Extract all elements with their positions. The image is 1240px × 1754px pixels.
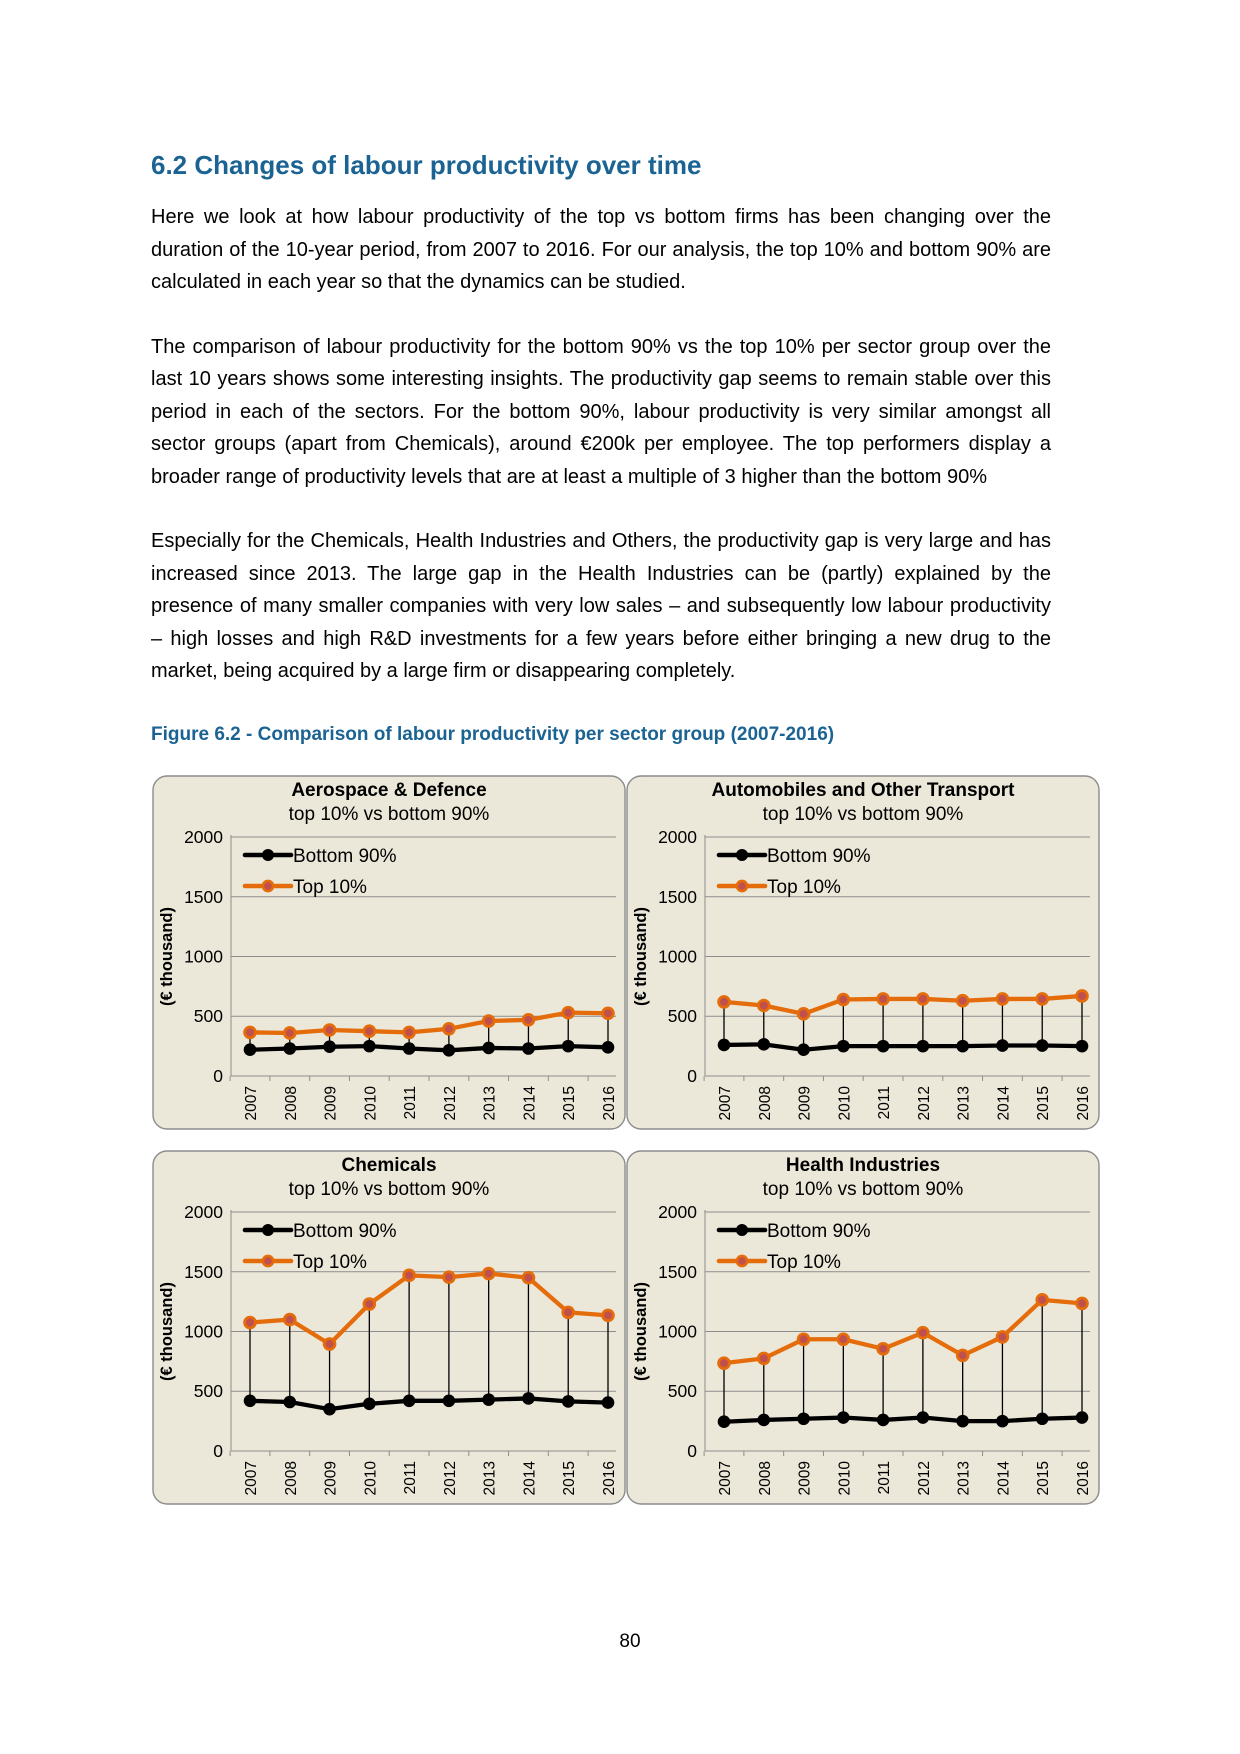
svg-text:2012: 2012: [916, 1461, 933, 1495]
svg-text:2011: 2011: [876, 1086, 893, 1119]
svg-text:Top 10%: Top 10%: [293, 877, 367, 898]
svg-text:2000: 2000: [658, 1202, 697, 1222]
svg-text:2016: 2016: [1075, 1086, 1092, 1120]
svg-text:2000: 2000: [184, 827, 223, 847]
svg-text:1500: 1500: [658, 1262, 697, 1282]
svg-text:2014: 2014: [995, 1461, 1012, 1496]
svg-text:2015: 2015: [1035, 1461, 1052, 1495]
svg-text:1000: 1000: [658, 947, 697, 967]
svg-text:2007: 2007: [243, 1086, 260, 1120]
svg-text:1000: 1000: [658, 1322, 697, 1342]
svg-text:2013: 2013: [482, 1086, 499, 1120]
svg-text:2010: 2010: [362, 1461, 379, 1496]
svg-text:0: 0: [687, 1441, 697, 1461]
svg-text:(€ thousand): (€ thousand): [158, 1282, 176, 1381]
svg-text:(€ thousand): (€ thousand): [158, 907, 176, 1006]
svg-text:2000: 2000: [658, 827, 697, 847]
svg-text:0: 0: [213, 1066, 223, 1086]
svg-text:top 10% vs bottom 90%: top 10% vs bottom 90%: [289, 804, 490, 825]
svg-text:2011: 2011: [876, 1461, 893, 1494]
svg-text:Aerospace & Defence: Aerospace & Defence: [291, 780, 486, 801]
svg-text:2010: 2010: [362, 1086, 379, 1121]
svg-text:2010: 2010: [836, 1086, 853, 1121]
svg-text:500: 500: [194, 1381, 223, 1401]
svg-text:Bottom 90%: Bottom 90%: [293, 846, 397, 867]
svg-text:2013: 2013: [482, 1461, 499, 1495]
svg-text:Top 10%: Top 10%: [767, 877, 841, 898]
svg-text:Bottom 90%: Bottom 90%: [293, 1221, 397, 1242]
svg-text:2013: 2013: [956, 1086, 973, 1120]
svg-text:Bottom 90%: Bottom 90%: [767, 1221, 871, 1242]
svg-text:1500: 1500: [184, 1262, 223, 1282]
svg-text:0: 0: [687, 1066, 697, 1086]
svg-text:2013: 2013: [956, 1461, 973, 1495]
svg-text:2014: 2014: [995, 1086, 1012, 1121]
svg-text:2016: 2016: [601, 1086, 618, 1120]
svg-text:Top 10%: Top 10%: [767, 1252, 841, 1273]
svg-text:2012: 2012: [442, 1086, 459, 1120]
svg-text:2007: 2007: [717, 1086, 734, 1120]
svg-text:2010: 2010: [836, 1461, 853, 1496]
svg-text:2016: 2016: [1075, 1461, 1092, 1495]
svg-text:2008: 2008: [757, 1086, 774, 1120]
svg-text:2007: 2007: [717, 1461, 734, 1495]
svg-text:500: 500: [668, 1006, 697, 1026]
svg-text:500: 500: [668, 1381, 697, 1401]
svg-text:2009: 2009: [797, 1086, 814, 1120]
svg-text:2009: 2009: [323, 1086, 340, 1120]
svg-text:top 10% vs bottom 90%: top 10% vs bottom 90%: [763, 804, 964, 825]
svg-text:1500: 1500: [658, 887, 697, 907]
svg-text:2011: 2011: [402, 1461, 419, 1494]
svg-text:500: 500: [194, 1006, 223, 1026]
svg-text:2014: 2014: [521, 1461, 538, 1496]
svg-text:2015: 2015: [561, 1461, 578, 1495]
svg-text:(€ thousand): (€ thousand): [632, 907, 650, 1006]
svg-text:2015: 2015: [1035, 1086, 1052, 1120]
svg-text:Top 10%: Top 10%: [293, 1252, 367, 1273]
svg-text:2015: 2015: [561, 1086, 578, 1120]
svg-text:2007: 2007: [243, 1461, 260, 1495]
svg-text:1000: 1000: [184, 947, 223, 967]
svg-text:2016: 2016: [601, 1461, 618, 1495]
svg-text:2000: 2000: [184, 1202, 223, 1222]
svg-text:2009: 2009: [797, 1461, 814, 1495]
svg-text:2009: 2009: [323, 1461, 340, 1495]
svg-text:2008: 2008: [283, 1461, 300, 1495]
svg-text:2012: 2012: [442, 1461, 459, 1495]
svg-text:1500: 1500: [184, 887, 223, 907]
svg-text:2014: 2014: [521, 1086, 538, 1121]
svg-text:2011: 2011: [402, 1086, 419, 1119]
svg-text:1000: 1000: [184, 1322, 223, 1342]
svg-text:2008: 2008: [757, 1461, 774, 1495]
svg-text:top 10% vs bottom 90%: top 10% vs bottom 90%: [289, 1179, 490, 1200]
svg-text:Bottom 90%: Bottom 90%: [767, 846, 871, 867]
svg-text:Chemicals: Chemicals: [341, 1155, 436, 1176]
svg-text:top 10% vs bottom 90%: top 10% vs bottom 90%: [763, 1179, 964, 1200]
svg-text:2008: 2008: [283, 1086, 300, 1120]
svg-text:2012: 2012: [916, 1086, 933, 1120]
svg-text:(€ thousand): (€ thousand): [632, 1282, 650, 1381]
svg-text:Automobiles and Other Transpor: Automobiles and Other Transport: [712, 780, 1016, 801]
svg-text:Health Industries: Health Industries: [786, 1155, 940, 1176]
svg-text:0: 0: [213, 1441, 223, 1461]
